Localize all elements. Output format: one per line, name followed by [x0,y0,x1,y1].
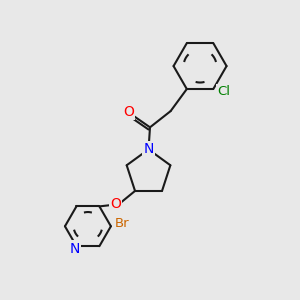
Text: Br: Br [114,218,129,230]
Text: Cl: Cl [217,85,230,98]
Text: N: N [143,142,154,156]
Text: O: O [123,105,134,119]
Text: O: O [110,197,121,211]
Text: N: N [70,242,80,256]
